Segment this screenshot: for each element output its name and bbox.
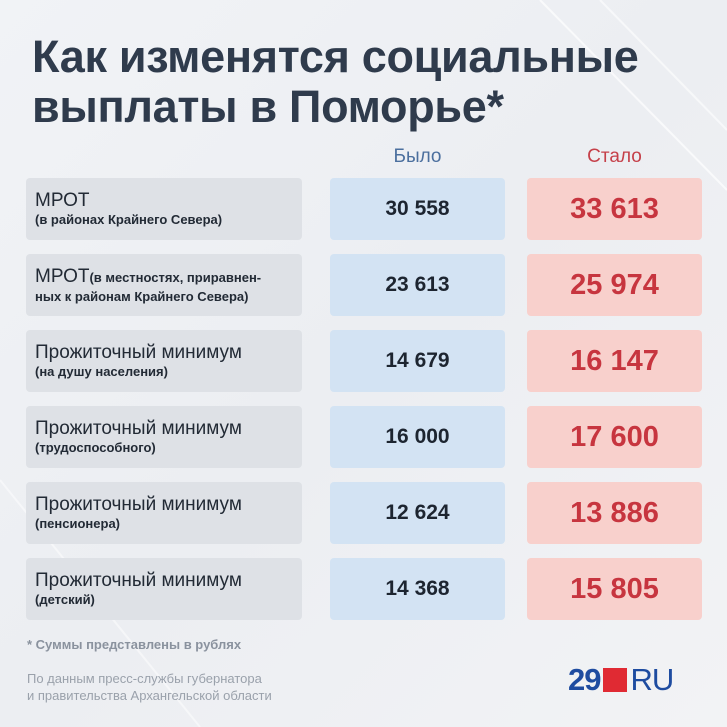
table-row: Прожиточный минимум (детский) 14 368 15 … [0,558,727,620]
row-label: Прожиточный минимум (пенсионера) [26,482,302,544]
row-label-main: МРОТ [35,190,90,211]
logo-suffix: RU [630,662,674,697]
value-after: 17 600 [527,406,702,468]
value-before: 23 613 [330,254,505,316]
row-label: МРОТ(в местностях, приравнен- ных к райо… [26,254,302,316]
row-label-sub: (пенсионера) [35,516,121,531]
value-after: 25 974 [527,254,702,316]
table-row: Прожиточный минимум (трудоспособного) 16… [0,406,727,468]
row-label-main: МРОТ(в местностях, приравнен- [35,266,302,289]
value-after: 15 805 [527,558,702,620]
table-row: МРОТ(в местностях, приравнен- ных к райо… [0,254,727,316]
source-line-2: и правительства Архангельской области [27,688,272,703]
value-before: 14 368 [330,558,505,620]
row-label: МРОТ (в районах Крайнего Севера) [26,178,302,240]
logo-number: 29 [568,662,601,697]
title-line-1: Как изменятся социальные [32,31,639,82]
value-after: 13 886 [527,482,702,544]
column-header-before: Было [393,146,442,167]
row-label: Прожиточный минимум (трудоспособного) [26,406,302,468]
value-before: 12 624 [330,482,505,544]
footnote: * Суммы представлены в рублях [27,637,242,652]
page-title: Как изменятся социальные выплаты в Помор… [32,32,692,132]
row-label: Прожиточный минимум (на душу населения) [26,330,302,392]
source-line-1: По данным пресс-службы губернатора [27,671,262,686]
row-label-main: Прожиточный минимум [35,570,242,591]
row-label-main: Прожиточный минимум [35,494,242,515]
row-label-sub: (на душу населения) [35,364,168,379]
row-label-main: Прожиточный минимум [35,418,242,439]
row-label-main-text: МРОТ [35,265,90,287]
value-after: 33 613 [527,178,702,240]
value-before: 16 000 [330,406,505,468]
brand-logo[interactable]: 29 RU [568,662,674,698]
title-line-2: выплаты в Поморье* [32,81,504,132]
column-header-after: Стало [587,146,642,167]
row-label: Прожиточный минимум (детский) [26,558,302,620]
logo-square-icon [603,668,628,692]
row-label-sub: ных к районам Крайнего Севера) [35,288,249,304]
table-row: Прожиточный минимум (на душу населения) … [0,330,727,392]
row-label-inline: (в местностях, приравнен- [89,269,262,285]
table-row: Прожиточный минимум (пенсионера) 12 624 … [0,482,727,544]
source-note: По данным пресс-службы губернатора и пра… [27,670,272,704]
row-label-sub: (в районах Крайнего Севера) [35,212,223,227]
row-label-sub: (детский) [35,592,95,607]
row-label-main: Прожиточный минимум [35,342,242,363]
value-before: 30 558 [330,178,505,240]
table-row: МРОТ (в районах Крайнего Севера) 30 558 … [0,178,727,240]
value-after: 16 147 [527,330,702,392]
row-label-sub: (трудоспособного) [35,440,156,455]
value-before: 14 679 [330,330,505,392]
